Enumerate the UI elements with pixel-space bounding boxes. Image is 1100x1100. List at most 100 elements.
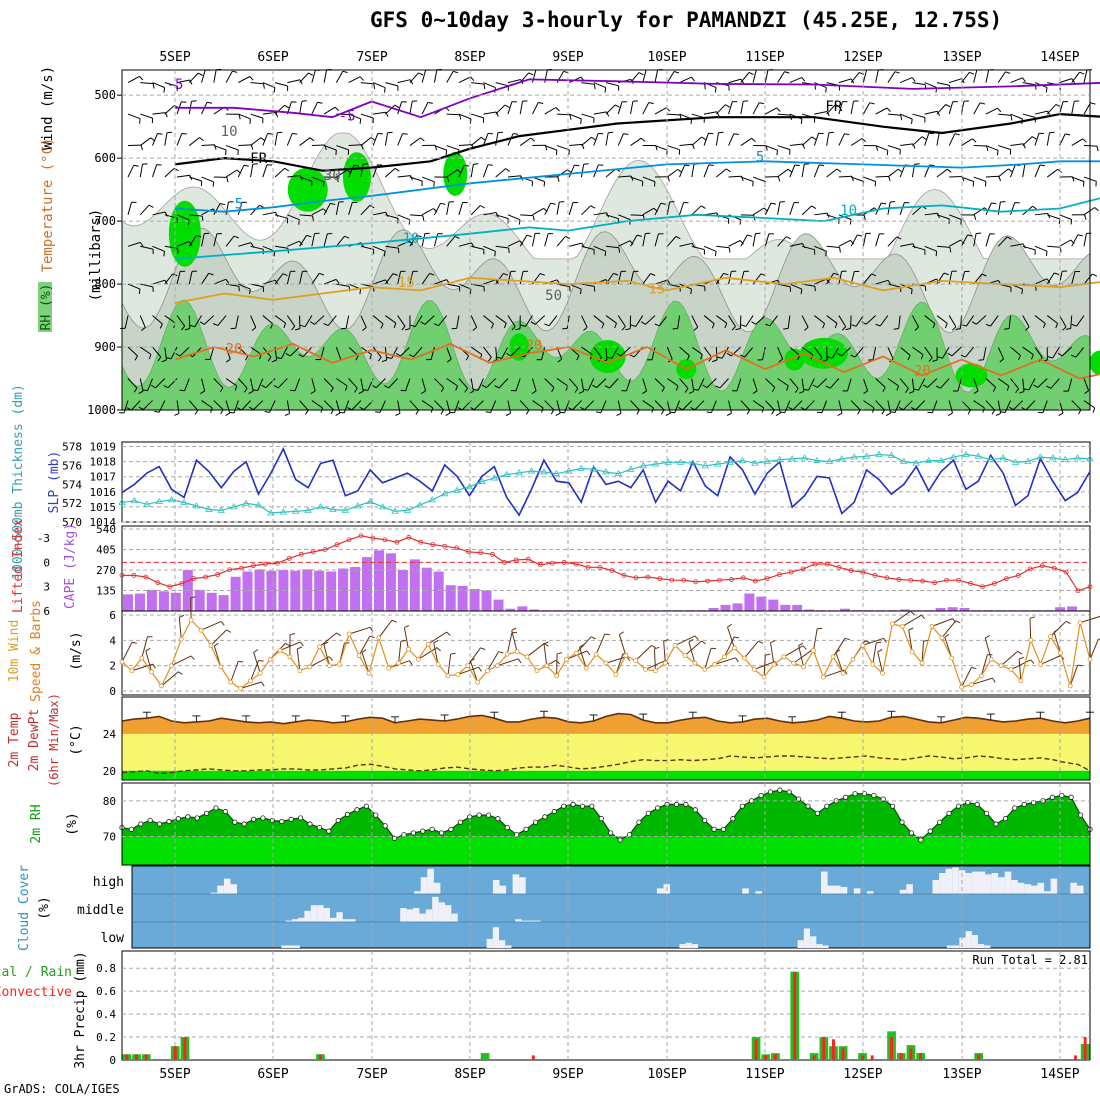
wind-barb <box>214 642 219 647</box>
wind-barb <box>850 72 860 83</box>
lifted-index-point <box>274 560 280 566</box>
wind-barb <box>526 642 545 658</box>
thickness-point <box>527 467 536 474</box>
wind-barb <box>726 412 732 417</box>
thickness-point <box>974 452 983 459</box>
wind-barb <box>385 315 397 324</box>
wind-barb <box>887 145 901 150</box>
wind-barb <box>212 323 219 327</box>
ylabel-cape: CAPE (J/kg) <box>63 523 78 609</box>
wind-barb <box>763 655 766 678</box>
wind-barb <box>267 356 272 362</box>
wind-yunit: (m/s) <box>69 631 84 670</box>
wind-barb <box>777 176 781 182</box>
wind-barb <box>386 356 392 359</box>
wind-barb <box>188 137 200 146</box>
rh-point <box>241 821 247 827</box>
cloud-bar <box>451 913 458 922</box>
precip-convective-bar <box>754 1039 758 1060</box>
wind-barb <box>580 378 585 392</box>
wind-barb <box>1045 251 1048 257</box>
wind-barb <box>446 201 450 215</box>
wind-barb <box>965 346 975 358</box>
wind-barb <box>911 77 916 82</box>
thickness-point <box>515 469 523 476</box>
wind-barb <box>258 660 264 662</box>
wind-barb <box>314 315 325 325</box>
wind-barb <box>123 400 129 414</box>
thickness-tick-label: 572 <box>62 497 82 510</box>
wind-barb <box>614 323 617 329</box>
wind-barb <box>445 412 451 417</box>
wind-barb <box>213 278 227 285</box>
wind-barb <box>682 400 693 411</box>
wind-barb <box>139 118 141 124</box>
wind-barb <box>1065 328 1071 330</box>
wind-barb <box>850 101 854 115</box>
wind-barb <box>286 315 296 327</box>
pressure-tick-label: 700 <box>94 214 116 228</box>
wind-barb <box>483 315 494 325</box>
precip-convective-bar <box>1074 1055 1077 1060</box>
cloud-bar <box>816 944 823 948</box>
wind-barb <box>604 385 610 389</box>
wind-barb <box>592 384 597 389</box>
wind-barb <box>544 202 552 216</box>
wind-barb <box>1017 650 1023 655</box>
lifted-index-point <box>657 576 663 582</box>
wind-barb <box>344 235 350 239</box>
wind-barb <box>440 387 445 393</box>
wind-barb <box>583 388 589 391</box>
wind-barb <box>728 240 741 247</box>
wind-barb <box>971 667 977 669</box>
wind-barb <box>534 315 546 325</box>
wind-barb <box>1084 390 1089 395</box>
wind-frame <box>121 610 1091 696</box>
wind-barb <box>642 176 656 183</box>
rh-point <box>824 803 830 809</box>
wind-barb <box>286 271 291 285</box>
rh-point <box>344 811 351 817</box>
lifted-index-point <box>645 574 651 580</box>
wind-barb <box>306 234 312 238</box>
cloud-bar <box>291 919 299 922</box>
wind-barb <box>141 636 148 659</box>
rh-point <box>532 819 539 825</box>
wind-barb <box>458 76 471 84</box>
wind-barb <box>148 354 152 360</box>
isotherm-line <box>174 197 1100 260</box>
isotherm-label: 10 <box>221 124 238 140</box>
wind-speed-point <box>860 643 866 648</box>
wind-barb <box>990 315 999 327</box>
wind-barb <box>703 245 717 252</box>
wind-barb <box>838 271 843 285</box>
wind-barb <box>322 181 325 187</box>
wind-speed-point <box>544 663 550 669</box>
top-date-label: 14SEP <box>1040 50 1079 65</box>
wind-barb <box>556 400 561 414</box>
wind-barb <box>783 327 789 330</box>
cloud-bar <box>1024 884 1031 894</box>
wind-barb <box>787 168 793 173</box>
rh-point <box>579 803 586 809</box>
wind-barb <box>377 132 383 135</box>
wind-barb <box>127 346 138 357</box>
wind-speed-point <box>366 670 372 676</box>
rh-point <box>138 821 144 827</box>
thickness-point <box>130 497 139 504</box>
wind-tick-label: 6 <box>109 609 116 622</box>
cape-bar <box>362 557 372 611</box>
wind-barb <box>181 133 187 135</box>
cape-bar <box>732 603 743 611</box>
wind-barb <box>902 400 913 411</box>
wind-barb <box>740 72 750 83</box>
wind-barb <box>700 205 706 209</box>
wind-barb <box>574 164 580 167</box>
ylabel-minmax: (6hr Min/Max) <box>47 693 61 787</box>
wind-barb <box>690 289 692 295</box>
lifted-index-point <box>358 533 364 539</box>
cape-bar <box>708 608 719 611</box>
cape-bar <box>947 607 958 611</box>
wind-barb <box>335 71 344 83</box>
wind-barb <box>1010 346 1021 356</box>
